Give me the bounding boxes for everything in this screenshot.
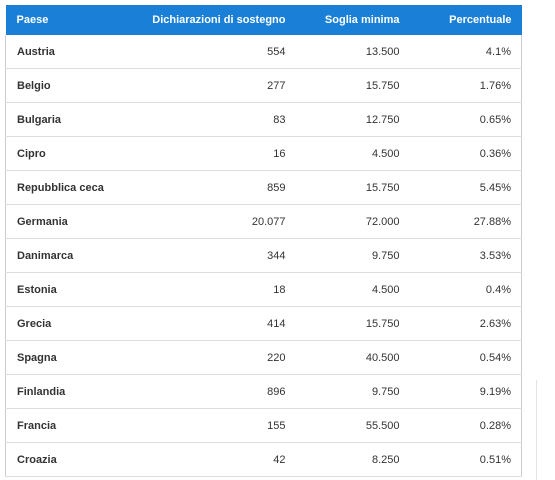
- table-body: Austria 554 13.500 4.1% Belgio 277 15.750 1.76%…: [5, 35, 522, 477]
- data-table: Paese Dichiarazioni di sostegno Soglia min…: [5, 5, 522, 477]
- column-header: Percentuale: [409, 5, 522, 35]
- table-row: Germania 20.077 72.000 27.88%: [5, 204, 522, 239]
- value-cell: 13.500: [295, 35, 410, 69]
- table-row: Cipro 16 4.500 0.36%: [5, 136, 522, 171]
- scrollbar-track: [536, 380, 537, 480]
- value-cell: 859: [125, 170, 296, 205]
- table-row: Grecia 414 15.750 2.63%: [5, 306, 522, 341]
- value-cell: 1.76%: [409, 68, 522, 103]
- value-cell: 83: [125, 102, 296, 137]
- value-cell: 0.54%: [409, 340, 522, 375]
- value-cell: 20.077: [125, 204, 296, 239]
- table-row: Estonia 18 4.500 0.4%: [5, 272, 522, 307]
- value-cell: 18: [125, 272, 296, 307]
- value-cell: 40.500: [295, 340, 410, 375]
- value-cell: 0.65%: [409, 102, 522, 137]
- country-cell: Spagna: [5, 340, 126, 375]
- country-cell: Bulgaria: [5, 102, 126, 137]
- table-row: Austria 554 13.500 4.1%: [5, 35, 522, 69]
- country-cell: Belgio: [5, 68, 126, 103]
- table-row: Belgio 277 15.750 1.76%: [5, 68, 522, 103]
- value-cell: 3.53%: [409, 238, 522, 273]
- country-cell: Croazia: [5, 442, 126, 477]
- value-cell: 0.28%: [409, 408, 522, 443]
- country-cell: Repubblica ceca: [5, 170, 126, 205]
- table-row: Finlandia 896 9.750 9.19%: [5, 374, 522, 409]
- table-row: Danimarca 344 9.750 3.53%: [5, 238, 522, 273]
- value-cell: 72.000: [295, 204, 410, 239]
- value-cell: 8.250: [295, 442, 410, 477]
- value-cell: 554: [125, 35, 296, 69]
- value-cell: 15.750: [295, 306, 410, 341]
- table-row: Repubblica ceca 859 15.750 5.45%: [5, 170, 522, 205]
- country-cell: Cipro: [5, 136, 126, 171]
- value-cell: 9.19%: [409, 374, 522, 409]
- column-header: Soglia minima: [295, 5, 410, 35]
- value-cell: 155: [125, 408, 296, 443]
- country-cell: Germania: [5, 204, 126, 239]
- column-header: Dichiarazioni di sostegno: [125, 5, 296, 35]
- country-cell: Austria: [5, 35, 126, 69]
- value-cell: 15.750: [295, 68, 410, 103]
- value-cell: 27.88%: [409, 204, 522, 239]
- table-row: Francia 155 55.500 0.28%: [5, 408, 522, 443]
- table-row: Croazia 42 8.250 0.51%: [5, 442, 522, 477]
- table-row: Bulgaria 83 12.750 0.65%: [5, 102, 522, 137]
- column-header: Paese: [5, 5, 126, 35]
- value-cell: 55.500: [295, 408, 410, 443]
- value-cell: 4.500: [295, 272, 410, 307]
- value-cell: 344: [125, 238, 296, 273]
- value-cell: 15.750: [295, 170, 410, 205]
- value-cell: 42: [125, 442, 296, 477]
- value-cell: 277: [125, 68, 296, 103]
- value-cell: 0.36%: [409, 136, 522, 171]
- country-cell: Finlandia: [5, 374, 126, 409]
- value-cell: 0.51%: [409, 442, 522, 477]
- value-cell: 9.750: [295, 374, 410, 409]
- value-cell: 220: [125, 340, 296, 375]
- country-cell: Grecia: [5, 306, 126, 341]
- value-cell: 5.45%: [409, 170, 522, 205]
- country-cell: Danimarca: [5, 238, 126, 273]
- value-cell: 2.63%: [409, 306, 522, 341]
- value-cell: 0.4%: [409, 272, 522, 307]
- value-cell: 4.500: [295, 136, 410, 171]
- value-cell: 12.750: [295, 102, 410, 137]
- table-row: Spagna 220 40.500 0.54%: [5, 340, 522, 375]
- header-row: Paese Dichiarazioni di sostegno Soglia min…: [5, 5, 522, 35]
- value-cell: 16: [125, 136, 296, 171]
- value-cell: 414: [125, 306, 296, 341]
- country-cell: Francia: [5, 408, 126, 443]
- value-cell: 9.750: [295, 238, 410, 273]
- country-cell: Estonia: [5, 272, 126, 307]
- value-cell: 4.1%: [409, 35, 522, 69]
- value-cell: 896: [125, 374, 296, 409]
- table-container: Paese Dichiarazioni di sostegno Soglia min…: [5, 5, 522, 477]
